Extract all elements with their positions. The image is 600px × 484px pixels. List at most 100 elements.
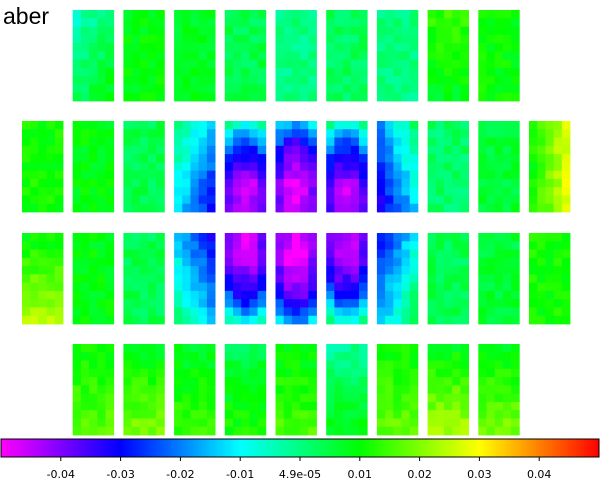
cell <box>198 315 208 325</box>
cell <box>460 266 469 275</box>
cell <box>435 410 445 419</box>
cell <box>444 178 453 188</box>
cell <box>350 307 360 317</box>
cell <box>401 67 411 77</box>
cell <box>444 170 453 180</box>
cell <box>257 59 267 69</box>
cell <box>511 137 520 147</box>
cell <box>105 249 115 259</box>
cell <box>105 51 115 61</box>
cell <box>308 195 317 205</box>
cell <box>553 274 563 284</box>
cell <box>393 282 402 292</box>
cell <box>537 233 546 242</box>
cell <box>190 266 200 275</box>
cell <box>89 282 98 292</box>
cell <box>409 233 419 242</box>
cell <box>427 170 437 180</box>
cell <box>291 137 301 147</box>
cell <box>80 10 90 19</box>
cell <box>334 360 343 370</box>
cell <box>38 274 47 284</box>
cell <box>72 18 82 27</box>
cell <box>435 92 445 102</box>
cell <box>409 26 419 36</box>
cell <box>376 385 386 395</box>
cell <box>308 84 317 94</box>
cell <box>139 195 149 205</box>
cell <box>308 18 317 27</box>
panel-r0-c3 <box>174 10 216 102</box>
cell <box>148 145 157 155</box>
cell <box>182 249 191 259</box>
cell <box>342 426 352 436</box>
cell <box>89 401 98 411</box>
cell <box>249 344 258 353</box>
cell <box>72 59 82 69</box>
cell <box>174 10 183 19</box>
cell <box>275 241 285 250</box>
cell <box>537 257 546 267</box>
cell <box>502 129 512 138</box>
cell <box>275 385 285 395</box>
cell <box>156 203 165 213</box>
cell <box>275 282 285 292</box>
cell <box>22 203 31 213</box>
cell <box>511 257 520 267</box>
cell <box>376 418 386 428</box>
cell <box>275 401 285 411</box>
cell <box>257 51 267 61</box>
cell <box>249 51 258 61</box>
cell <box>342 43 352 52</box>
cell <box>291 121 301 130</box>
cell <box>80 76 90 85</box>
cell <box>174 233 183 242</box>
cell <box>80 170 90 180</box>
cell <box>334 137 343 147</box>
cell <box>89 59 98 69</box>
cell <box>54 307 64 317</box>
cell <box>444 249 453 259</box>
cell <box>393 315 402 325</box>
cell <box>97 307 106 317</box>
cell <box>174 393 183 403</box>
panel-r1-c6 <box>326 121 368 213</box>
cell <box>334 266 343 275</box>
cell <box>123 178 132 188</box>
cell <box>283 76 293 85</box>
cell <box>494 360 504 370</box>
cell <box>206 170 216 180</box>
panel-grid <box>22 10 571 436</box>
cell <box>148 257 157 267</box>
cell <box>249 233 258 242</box>
cell <box>283 426 293 436</box>
cell <box>257 410 267 419</box>
cell <box>275 377 285 386</box>
cell <box>182 426 191 436</box>
cell <box>283 307 293 317</box>
cell <box>224 315 234 325</box>
cell <box>233 241 242 250</box>
cell <box>283 385 293 395</box>
cell <box>409 266 419 275</box>
cell <box>393 249 402 259</box>
cell <box>123 344 132 353</box>
cell <box>300 418 309 428</box>
cell <box>89 241 98 250</box>
cell <box>105 377 115 386</box>
cell <box>123 195 132 205</box>
cell <box>478 18 487 27</box>
cell <box>198 92 208 102</box>
cell <box>198 401 208 411</box>
cell <box>502 92 512 102</box>
cell <box>105 10 115 19</box>
cell <box>131 34 141 44</box>
cell <box>233 266 242 275</box>
cell <box>198 178 208 188</box>
cell <box>291 233 301 242</box>
cell <box>46 233 56 242</box>
cell <box>460 10 469 19</box>
cell <box>224 129 234 138</box>
cell <box>182 418 191 428</box>
panel-r1-c4 <box>224 121 267 213</box>
